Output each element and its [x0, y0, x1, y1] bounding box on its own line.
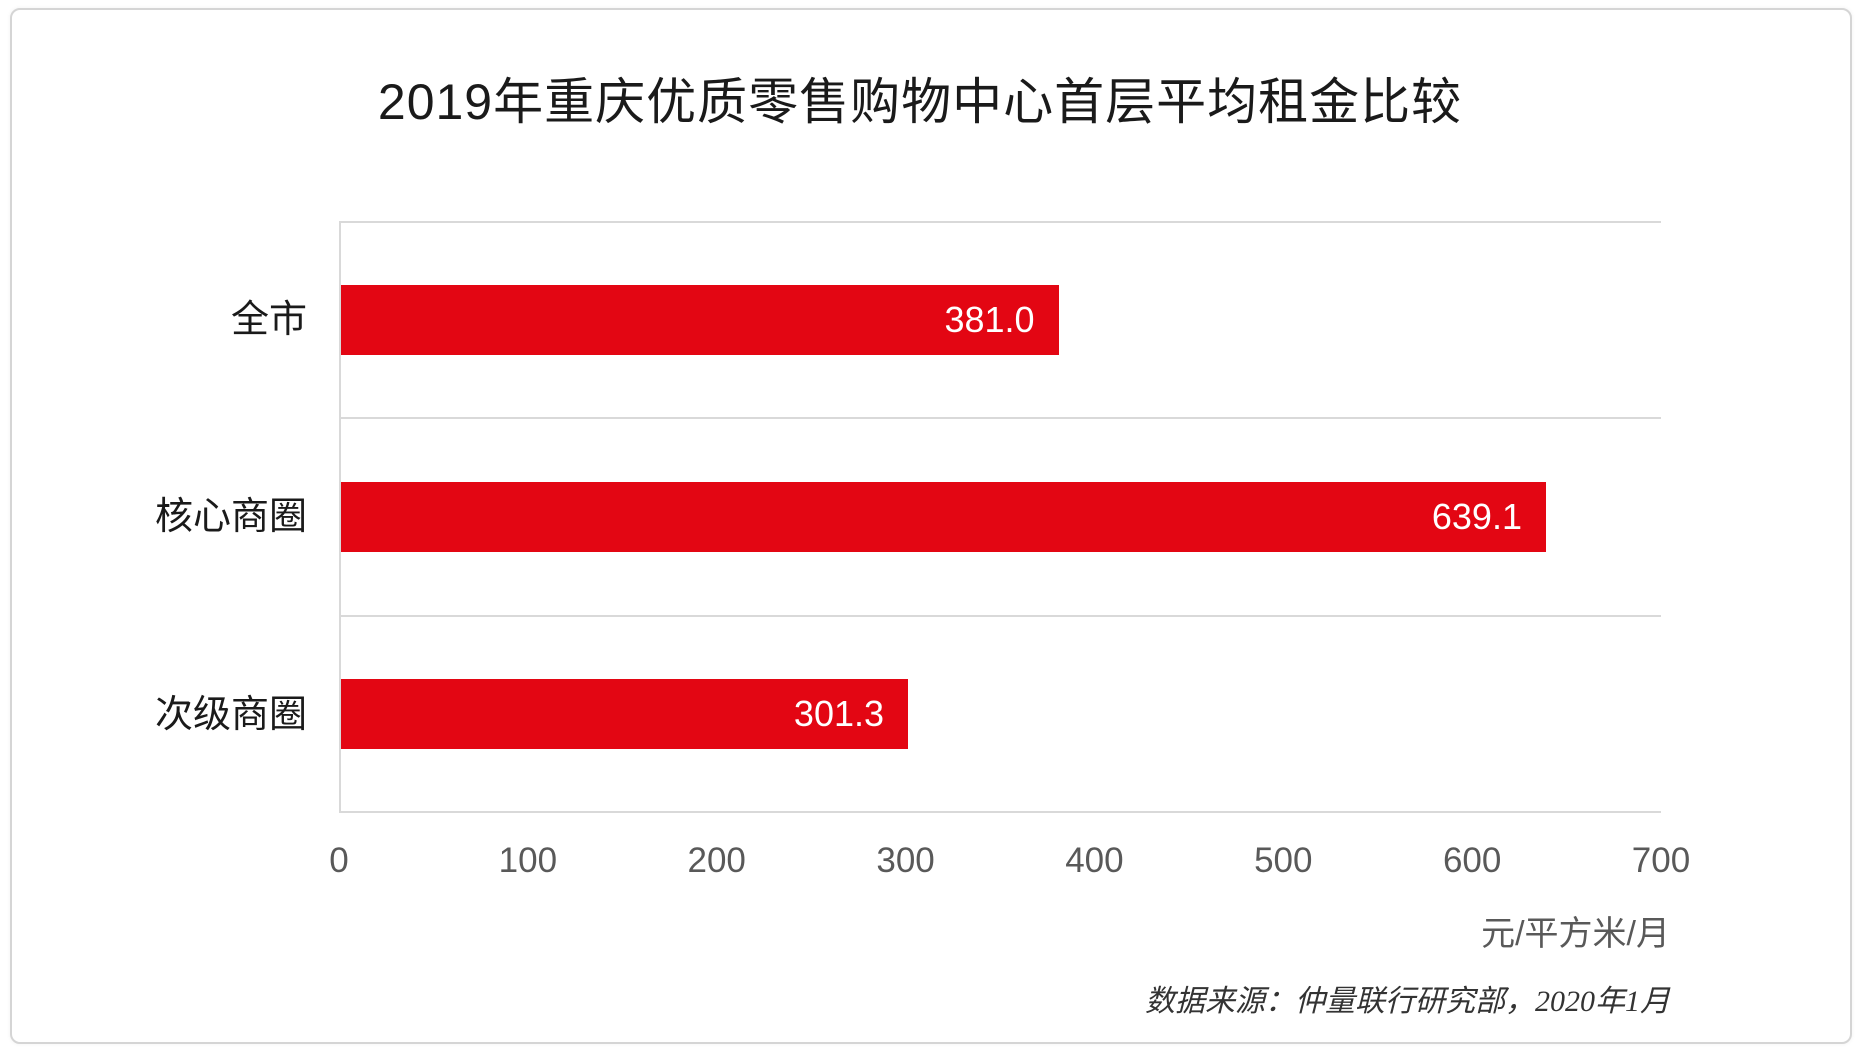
- category-label-hexin-shangquan: 核心商圈: [154, 496, 307, 538]
- bar-quanshi: 381.0: [339, 284, 1059, 355]
- bar-value-label: 381.0: [944, 298, 1035, 340]
- x-tick: 0: [329, 841, 349, 880]
- x-axis-ticks: 0 100 200 300 400 500 600 700: [329, 841, 1690, 889]
- x-tick: 500: [1254, 841, 1313, 880]
- bar-row: 639.1: [339, 418, 1661, 615]
- plot-area: 381.0 639.1 301.3: [339, 221, 1661, 813]
- x-tick: 700: [1631, 841, 1691, 880]
- gridline-bottom-axis: [339, 811, 1661, 813]
- axis-unit-label: 元/平方米/月: [1481, 915, 1670, 953]
- category-label-quanshi: 全市: [230, 299, 307, 341]
- bar-ciji-shangquan: 301.3: [339, 679, 909, 750]
- bar-row: 301.3: [339, 616, 1661, 813]
- x-tick: 200: [687, 841, 746, 880]
- category-label-ciji-shangquan: 次级商圈: [154, 694, 307, 736]
- x-tick: 400: [1065, 841, 1124, 880]
- chart-card: 2019年重庆优质零售购物中心首层平均租金比较 全市 核心商圈 次级商圈 381…: [10, 8, 1852, 1044]
- bar-row: 381.0: [339, 221, 1661, 418]
- bar-value-label: 639.1: [1431, 495, 1522, 537]
- gridline-band-separator-2: [339, 614, 1661, 617]
- x-tick: 100: [498, 841, 558, 880]
- bar-value-label: 301.3: [793, 693, 885, 735]
- data-source-note: 数据来源：仲量联行研究部，2020年1月: [1145, 985, 1670, 1018]
- gridline-top: [339, 221, 1661, 223]
- bar-hexin-shangquan: 639.1: [339, 481, 1546, 552]
- y-axis-line: [339, 221, 341, 813]
- x-tick: 300: [876, 841, 935, 880]
- x-tick: 600: [1442, 841, 1502, 880]
- gridline-band-separator-1: [339, 417, 1661, 420]
- chart-title: 2019年重庆优质零售购物中心首层平均租金比较: [377, 74, 1463, 130]
